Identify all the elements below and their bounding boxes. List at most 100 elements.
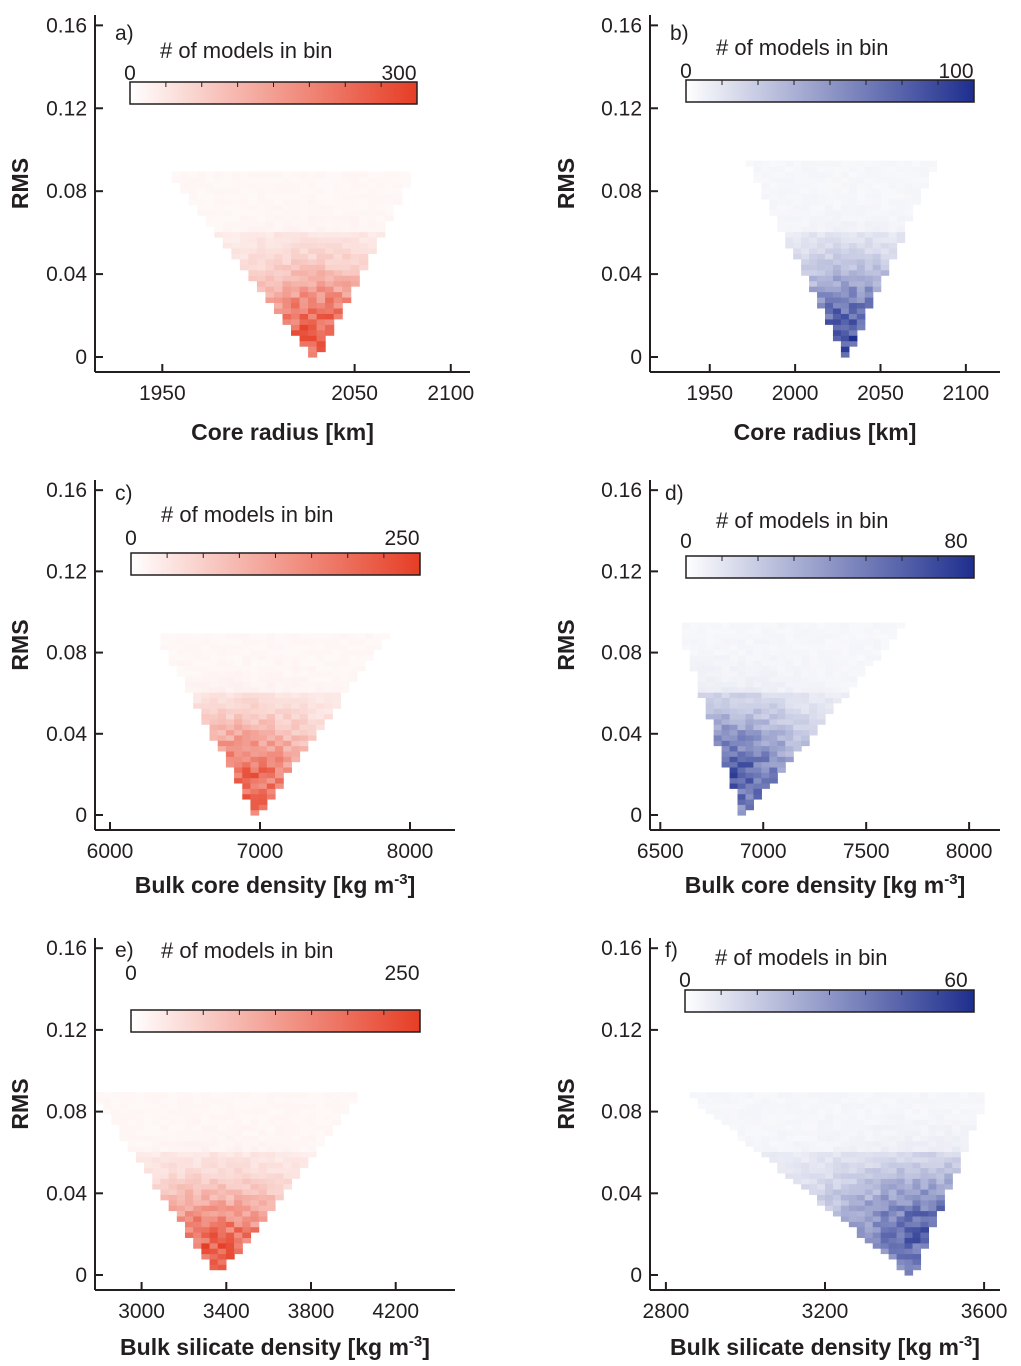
heatmap-cell <box>817 718 826 725</box>
heatmap-cell <box>291 269 301 276</box>
heatmap-cell <box>332 1092 342 1099</box>
heatmap-cell <box>793 665 802 672</box>
heatmap-cell <box>299 697 309 704</box>
heatmap-cell <box>793 660 802 666</box>
heatmap-cell <box>856 649 866 656</box>
heatmap-cell <box>144 1124 153 1131</box>
heatmap-cell <box>127 1092 137 1099</box>
heatmap-cell <box>801 1162 810 1169</box>
heatmap-cell <box>920 1162 929 1169</box>
heatmap-cell <box>291 1151 301 1158</box>
heatmap-cell <box>793 1129 802 1136</box>
heatmap-cell <box>250 788 260 795</box>
heatmap-cell <box>275 734 284 741</box>
heatmap-cell <box>350 275 360 282</box>
heatmap-cell <box>769 209 778 216</box>
heatmap-cell <box>201 1119 211 1126</box>
heatmap-cell <box>880 1113 890 1120</box>
heatmap-cell <box>697 686 707 693</box>
heatmap-cell <box>193 1103 202 1109</box>
heatmap-cell <box>864 160 874 167</box>
heatmap-cell <box>777 1146 786 1152</box>
heatmap-cell <box>721 622 731 629</box>
heatmap-cell <box>325 253 335 260</box>
heatmap-cell <box>193 1242 202 1249</box>
heatmap-cell <box>258 1151 268 1158</box>
heatmap-cell <box>275 708 284 715</box>
heatmap-cell <box>225 692 235 699</box>
heatmap-cell <box>825 198 834 205</box>
heatmap-cell <box>234 649 243 656</box>
heatmap-cell <box>681 644 691 650</box>
heatmap-cell <box>864 1129 874 1136</box>
heatmap-cell <box>231 204 241 211</box>
heatmap-cell <box>250 724 260 731</box>
heatmap-cell <box>176 1113 186 1120</box>
heatmap-cell <box>928 1167 937 1174</box>
heatmap-cell <box>880 633 890 640</box>
heatmap-cell <box>273 242 284 249</box>
heatmap-cell <box>193 1194 202 1201</box>
heatmap-cell <box>801 692 810 699</box>
heatmap-cell <box>793 1119 802 1126</box>
heatmap-cell <box>848 302 858 309</box>
heatmap-cell <box>761 782 770 789</box>
heatmap-cell <box>256 204 267 211</box>
heatmap-cell <box>737 1129 747 1136</box>
heatmap-cell <box>324 713 333 720</box>
heatmap-cell <box>936 1167 945 1174</box>
heatmap-cell <box>848 1146 858 1152</box>
heatmap-cell <box>209 644 219 650</box>
heatmap-cell <box>809 729 818 736</box>
heatmap-cell <box>176 1210 186 1217</box>
heatmap-cell <box>944 1108 953 1115</box>
heatmap-cell <box>258 697 268 704</box>
heatmap-cell <box>325 247 335 254</box>
heatmap-cell <box>342 253 352 260</box>
heatmap-cell <box>856 1135 866 1142</box>
y-tick-label: 0.04 <box>46 723 87 746</box>
heatmap-cell <box>275 1108 284 1115</box>
heatmap-cell <box>753 1113 762 1120</box>
heatmap-cell <box>697 628 707 634</box>
heatmap-cell <box>256 231 267 238</box>
heatmap-cell <box>209 1258 219 1265</box>
heatmap-cell <box>904 1194 914 1201</box>
heatmap-cell <box>809 209 818 216</box>
x-tick-label: 7000 <box>237 840 284 863</box>
heatmap-cell <box>291 1097 301 1104</box>
heatmap-cell <box>825 302 834 309</box>
heatmap-cell <box>745 750 754 757</box>
heatmap-cell <box>325 291 335 298</box>
heatmap-cell <box>103 1092 112 1099</box>
heatmap-cell <box>936 1199 945 1206</box>
heatmap-cell <box>793 220 802 227</box>
heatmap-cell <box>896 166 906 173</box>
heatmap-cell <box>217 1135 227 1142</box>
heatmap-cell <box>817 665 826 672</box>
heatmap-cell <box>250 1135 260 1142</box>
heatmap-cell <box>242 1232 252 1238</box>
heatmap-cell <box>299 215 309 222</box>
heatmap-cell <box>135 1119 145 1126</box>
heatmap-cell <box>848 622 858 629</box>
heatmap-cell <box>872 654 882 661</box>
heatmap-cell <box>809 1092 818 1099</box>
heatmap-cell <box>127 1135 137 1142</box>
heatmap-cell <box>848 665 858 672</box>
heatmap-cell <box>315 681 325 688</box>
heatmap-cell <box>231 209 241 216</box>
heatmap-cell <box>242 724 252 731</box>
heatmap-cell <box>769 1103 778 1109</box>
heatmap-cell <box>761 713 770 720</box>
heatmap-cell <box>721 745 731 752</box>
heatmap-cell <box>793 713 802 720</box>
heatmap-cell <box>282 182 292 189</box>
heatmap-cell <box>737 676 747 683</box>
heatmap-cell <box>793 745 802 752</box>
heatmap-cell <box>234 745 243 752</box>
heatmap-cell <box>250 793 260 800</box>
heatmap-cell <box>239 193 250 200</box>
heatmap-cell <box>856 1124 866 1131</box>
heatmap-cell <box>209 1199 219 1206</box>
